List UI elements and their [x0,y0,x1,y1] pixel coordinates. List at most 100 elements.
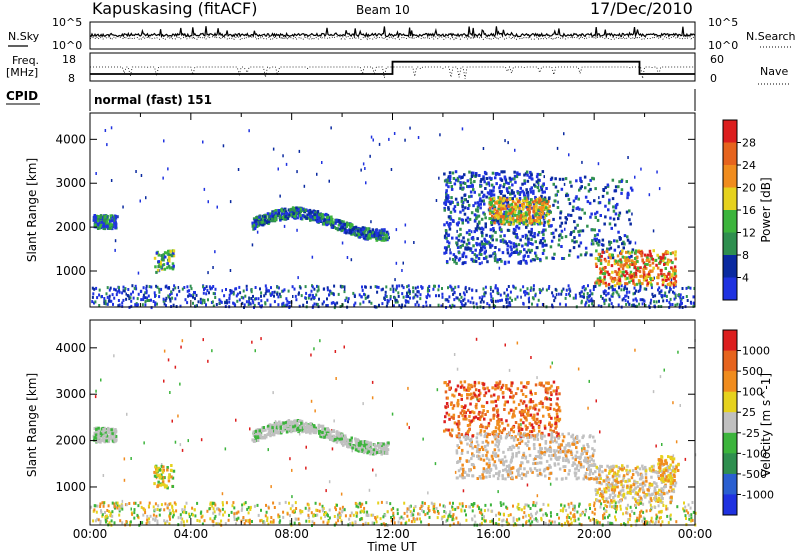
scatter-cell [409,297,411,300]
scatter-cell [98,294,100,297]
scatter-cell [366,514,368,517]
scatter-cell [631,213,633,216]
scatter-cell [222,514,224,517]
scatter-cell [216,303,218,306]
scatter-cell [184,505,186,508]
scatter-cell [615,212,618,215]
scatter-cell [570,231,573,234]
scatter-cell [524,243,527,246]
scatter-cell [396,285,398,288]
scatter-cell [203,292,205,295]
scatter-cell [545,522,547,525]
scatter-cell [607,208,610,211]
scatter-cell [238,168,240,171]
scatter-cell [180,513,182,516]
scatter-cell [377,502,379,505]
scatter-cell [464,246,467,249]
scatter-cell [284,218,287,221]
scatter-cell [309,219,312,222]
scatter-cell [406,510,408,513]
scatter-cell [474,521,476,524]
scatter-cell [95,287,97,290]
scatter-cell [656,282,659,285]
scatter-cell [494,252,497,255]
scatter-cell [192,514,194,517]
scatter-cell [471,297,473,300]
scatter-cell [627,193,630,196]
scatter-cell [264,521,266,524]
scatter-cell [488,217,491,220]
scatter-cell [169,298,171,301]
scatter-cell [258,297,260,300]
scatter-cell [388,138,390,141]
scatter-cell [543,224,546,227]
scatter-cell [551,257,554,260]
scatter-cell [163,508,165,511]
scatter-cell [612,179,615,182]
scatter-cell [580,295,582,298]
scatter-cell [566,516,568,519]
scatter-cell [335,219,338,222]
scatter-cell [222,508,224,511]
scatter-cell [646,510,648,513]
scatter-cell [375,518,377,521]
scatter-cell [431,502,433,505]
scatter-cell [529,188,532,191]
freq-trace [90,62,695,74]
scatter-cell [444,235,447,238]
scatter-cell [618,304,620,307]
scatter-cell [615,510,617,513]
scatter-cell [455,517,457,520]
freq-tick-hi: 18 [62,53,76,66]
scatter-cell [484,172,487,175]
scatter-cell [672,269,675,272]
scatter-cell [658,300,660,303]
scatter-cell [111,432,114,435]
scatter-cell [285,212,288,215]
scatter-cell [595,257,598,260]
scatter-cell [479,199,482,202]
scatter-cell [236,294,238,297]
scatter-cell [255,349,257,352]
scatter-cell [479,206,482,209]
scatter-cell [353,232,356,235]
scatter-cell [285,297,287,300]
scatter-cell [685,517,687,520]
scatter-cell [299,150,301,153]
scatter-cell [337,517,339,520]
scatter-cell [437,388,439,391]
scatter-cell [208,291,210,294]
scatter-cell [154,291,156,294]
scatter-cell [662,281,665,284]
scatter-cell [527,255,530,258]
scatter-cell [398,295,400,298]
scatter-cell [146,285,148,288]
scatter-cell [471,230,473,233]
scatter-cell [134,508,136,511]
scatter-cell [234,518,236,521]
scatter-cell [164,502,166,505]
scatter-cell [232,504,234,507]
scatter-cell [464,198,467,201]
scatter-cell [517,506,519,509]
scatter-cell [326,216,329,219]
scatter-cell [537,216,540,219]
scatter-cell [693,295,695,298]
scatter-cell [616,291,618,294]
scatter-cell [578,208,581,211]
scatter-cell [451,185,454,188]
scatter-cell [366,511,368,514]
scatter-cell [228,301,230,304]
scatter-cell [503,513,505,516]
scatter-cell [233,506,235,509]
scatter-cell [143,441,145,444]
scatter-cell [102,501,104,504]
scatter-cell [157,504,159,507]
scatter-cell [274,291,276,294]
scatter-cell [474,191,477,194]
scatter-cell [617,231,620,234]
scatter-cell [499,211,502,214]
scatter-cell [413,241,415,244]
scatter-cell [623,271,626,274]
scatter-cell [629,513,631,516]
